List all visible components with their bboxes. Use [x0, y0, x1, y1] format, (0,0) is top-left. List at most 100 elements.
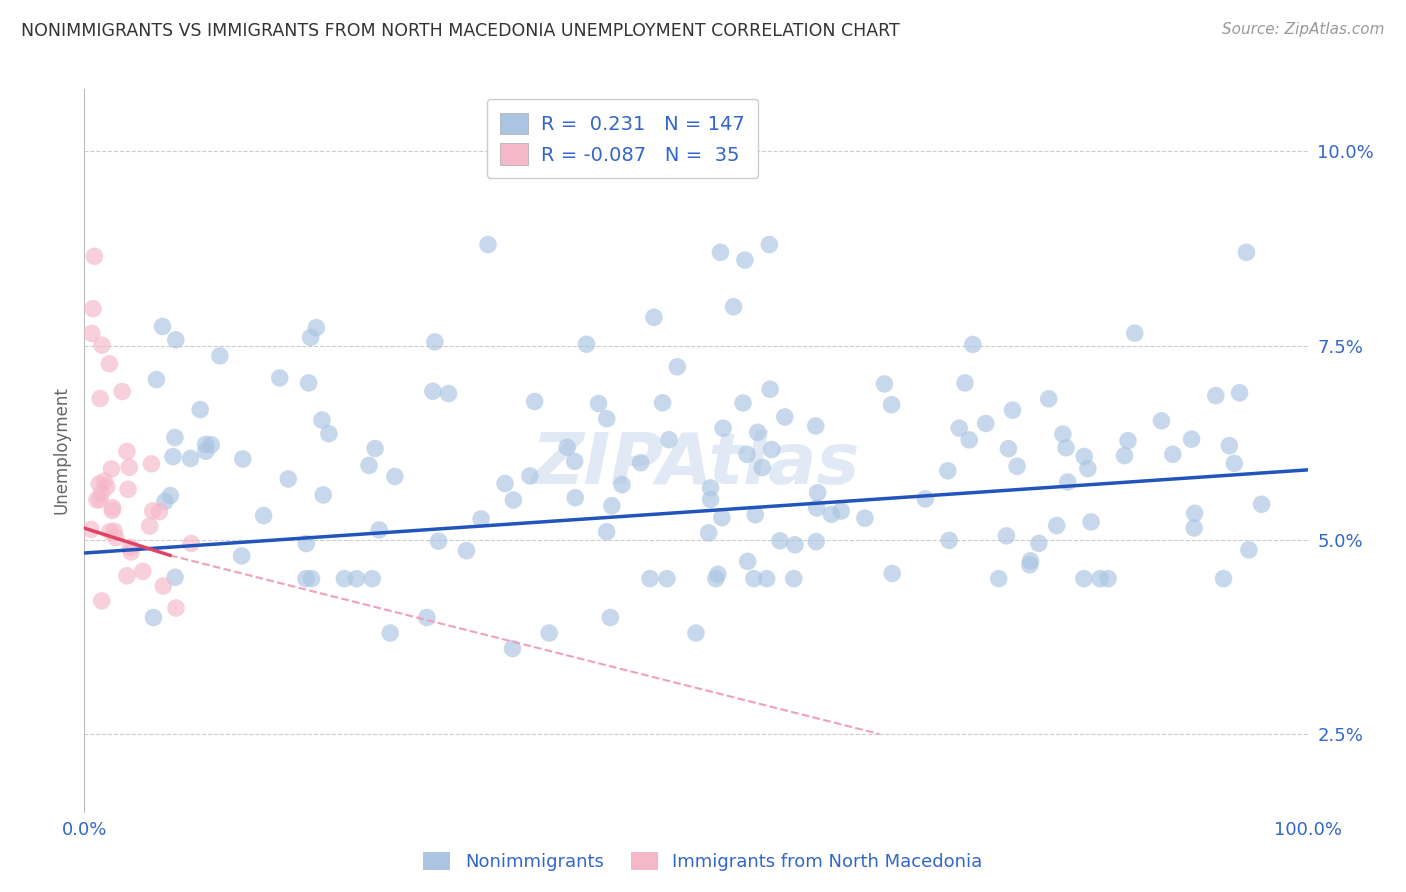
- Point: [165, 570, 187, 584]
- Point: [253, 508, 276, 523]
- Point: [936, 464, 959, 478]
- Point: [117, 483, 139, 497]
- Point: [115, 568, 138, 582]
- Point: [555, 440, 578, 454]
- Point: [477, 237, 499, 252]
- Point: [384, 469, 406, 483]
- Point: [301, 572, 323, 586]
- Legend: Nonimmigrants, Immigrants from North Macedonia: Nonimmigrants, Immigrants from North Mac…: [416, 845, 990, 879]
- Point: [806, 500, 828, 515]
- Point: [699, 481, 721, 495]
- Point: [710, 510, 733, 524]
- Point: [751, 460, 773, 475]
- Point: [755, 572, 778, 586]
- Point: [987, 572, 1010, 586]
- Point: [298, 376, 321, 390]
- Point: [995, 529, 1018, 543]
- Point: [723, 300, 745, 314]
- Point: [1116, 434, 1139, 448]
- Point: [456, 543, 478, 558]
- Point: [380, 626, 402, 640]
- Point: [494, 476, 516, 491]
- Point: [1019, 554, 1042, 568]
- Point: [643, 310, 665, 325]
- Point: [1056, 475, 1078, 489]
- Point: [152, 579, 174, 593]
- Point: [89, 392, 111, 406]
- Point: [162, 450, 184, 464]
- Point: [1212, 572, 1234, 586]
- Point: [423, 334, 446, 349]
- Point: [1005, 459, 1028, 474]
- Point: [1229, 385, 1251, 400]
- Point: [416, 610, 439, 624]
- Y-axis label: Unemployment: Unemployment: [52, 386, 70, 515]
- Point: [599, 610, 621, 624]
- Point: [744, 508, 766, 522]
- Point: [311, 413, 333, 427]
- Point: [152, 319, 174, 334]
- Point: [148, 505, 170, 519]
- Point: [145, 373, 167, 387]
- Point: [575, 337, 598, 351]
- Legend: R =  0.231   N = 147, R = -0.087   N =  35: R = 0.231 N = 147, R = -0.087 N = 35: [486, 99, 758, 178]
- Point: [194, 444, 217, 458]
- Point: [830, 504, 852, 518]
- Point: [200, 438, 222, 452]
- Point: [596, 411, 619, 425]
- Point: [179, 451, 201, 466]
- Point: [93, 474, 115, 488]
- Point: [655, 572, 678, 586]
- Point: [938, 533, 960, 548]
- Point: [470, 512, 492, 526]
- Point: [564, 491, 586, 505]
- Point: [98, 524, 121, 539]
- Text: NONIMMIGRANTS VS IMMIGRANTS FROM NORTH MACEDONIA UNEMPLOYMENT CORRELATION CHART: NONIMMIGRANTS VS IMMIGRANTS FROM NORTH M…: [21, 22, 900, 40]
- Point: [80, 523, 103, 537]
- Point: [90, 338, 112, 352]
- Point: [1223, 457, 1246, 471]
- Point: [820, 508, 842, 522]
- Point: [141, 457, 163, 471]
- Point: [1054, 441, 1077, 455]
- Point: [953, 376, 976, 390]
- Point: [697, 525, 720, 540]
- Point: [118, 460, 141, 475]
- Point: [96, 480, 118, 494]
- Point: [180, 536, 202, 550]
- Text: Source: ZipAtlas.com: Source: ZipAtlas.com: [1222, 22, 1385, 37]
- Text: ZIPAtlas: ZIPAtlas: [531, 431, 860, 500]
- Point: [295, 536, 318, 550]
- Point: [630, 456, 652, 470]
- Point: [873, 376, 896, 391]
- Point: [783, 572, 806, 586]
- Point: [101, 503, 124, 517]
- Point: [138, 519, 160, 533]
- Point: [1073, 450, 1095, 464]
- Point: [806, 534, 828, 549]
- Point: [1182, 521, 1205, 535]
- Point: [564, 454, 586, 468]
- Point: [769, 533, 792, 548]
- Point: [1080, 515, 1102, 529]
- Point: [882, 566, 904, 581]
- Point: [948, 421, 970, 435]
- Point: [807, 485, 830, 500]
- Point: [1038, 392, 1060, 406]
- Point: [502, 641, 524, 656]
- Point: [103, 524, 125, 539]
- Point: [711, 421, 734, 435]
- Point: [89, 492, 111, 507]
- Point: [1218, 439, 1240, 453]
- Point: [1184, 506, 1206, 520]
- Point: [90, 486, 112, 500]
- Point: [735, 447, 758, 461]
- Point: [502, 493, 524, 508]
- Point: [165, 333, 187, 347]
- Point: [1052, 427, 1074, 442]
- Point: [853, 511, 876, 525]
- Point: [427, 534, 450, 549]
- Point: [208, 349, 231, 363]
- Point: [368, 523, 391, 537]
- Point: [318, 426, 340, 441]
